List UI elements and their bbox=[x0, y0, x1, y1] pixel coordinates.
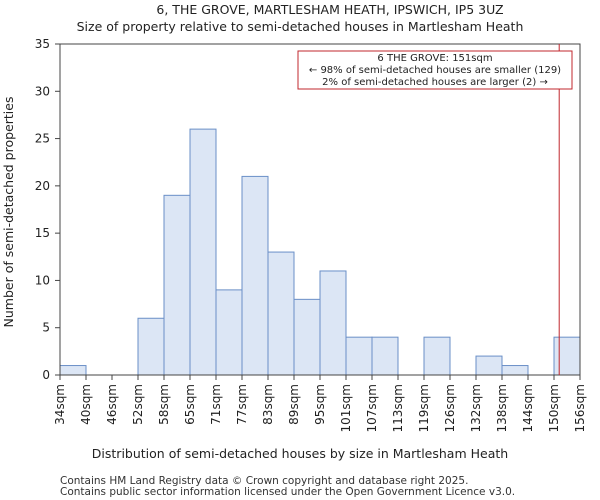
bar-83sqm bbox=[267, 251, 295, 376]
annotation-frame bbox=[297, 50, 573, 90]
x-tick-label: 138sqm bbox=[495, 384, 509, 432]
x-tick-label: 34sqm bbox=[53, 384, 67, 425]
y-tick-label: 0 bbox=[42, 368, 50, 382]
x-tick-label: 77sqm bbox=[235, 384, 249, 425]
y-tick-label: 20 bbox=[35, 179, 50, 193]
x-tick-label: 144sqm bbox=[521, 384, 535, 432]
bar-95sqm bbox=[319, 270, 347, 376]
x-tick-label: 89sqm bbox=[287, 384, 301, 425]
annotation-line-3: 2% of semi-detached houses are larger (2… bbox=[322, 77, 548, 88]
x-tick-label: 150sqm bbox=[547, 384, 561, 432]
annotation-line-1: 6 THE GROVE: 151sqm bbox=[377, 53, 492, 64]
bar-58sqm bbox=[163, 194, 191, 376]
bar-77sqm bbox=[241, 175, 269, 376]
x-tick-label: 113sqm bbox=[391, 384, 405, 432]
annotation-box: 6 THE GROVE: 151sqm ← 98% of semi-detach… bbox=[297, 50, 573, 90]
y-tick-label: 5 bbox=[42, 321, 50, 335]
y-axis-ticks: 0 5 10 15 20 25 30 35 bbox=[35, 37, 60, 382]
bar-150sqm bbox=[553, 336, 581, 376]
x-axis-label: Distribution of semi-detached houses by … bbox=[92, 446, 508, 461]
bar-71sqm bbox=[215, 289, 243, 376]
bar-107sqm bbox=[371, 336, 399, 376]
x-tick-label: 52sqm bbox=[131, 384, 145, 425]
x-tick-label: 40sqm bbox=[79, 384, 93, 425]
y-axis-label: Number of semi-detached properties bbox=[1, 97, 16, 328]
bar-34sqm bbox=[59, 365, 87, 376]
y-tick-label: 30 bbox=[35, 84, 50, 98]
x-tick-label: 83sqm bbox=[261, 384, 275, 425]
x-axis-ticks: 34sqm 40sqm 46sqm 52sqm 58sqm 65sqm 71sqm 77sqm… bbox=[53, 375, 587, 432]
bar-65sqm bbox=[189, 128, 217, 376]
chart-subtitle: Size of property relative to semi-detach… bbox=[77, 19, 524, 34]
bar-52sqm bbox=[137, 317, 165, 376]
x-tick-label: 156sqm bbox=[573, 384, 587, 432]
footer-line-1: Contains HM Land Registry data © Crown c… bbox=[60, 475, 468, 487]
footer-line-2: Contains public sector information licen… bbox=[60, 486, 515, 498]
y-tick-label: 10 bbox=[35, 273, 50, 287]
x-tick-label: 95sqm bbox=[313, 384, 327, 425]
plot-frame bbox=[59, 43, 581, 376]
y-tick-label: 25 bbox=[35, 132, 50, 146]
x-tick-label: 101sqm bbox=[339, 384, 353, 432]
x-tick-label: 126sqm bbox=[443, 384, 457, 432]
x-tick-label: 119sqm bbox=[417, 384, 431, 432]
y-tick-label: 15 bbox=[35, 226, 50, 240]
x-tick-label: 46sqm bbox=[105, 384, 119, 425]
x-tick-label: 65sqm bbox=[183, 384, 197, 425]
x-tick-label: 132sqm bbox=[469, 384, 483, 432]
bar-89sqm bbox=[293, 298, 321, 376]
bar-132sqm bbox=[475, 355, 503, 376]
bar-119sqm bbox=[423, 336, 451, 376]
bar-138sqm bbox=[501, 365, 529, 376]
x-tick-label: 71sqm bbox=[209, 384, 223, 425]
bars-group bbox=[59, 128, 581, 376]
annotation-line-2: ← 98% of semi-detached houses are smalle… bbox=[309, 65, 561, 76]
x-tick-label: 107sqm bbox=[365, 384, 379, 432]
x-tick-label: 58sqm bbox=[157, 384, 171, 425]
chart-title: 6, THE GROVE, MARTLESHAM HEATH, IPSWICH,… bbox=[156, 2, 503, 17]
y-tick-label: 35 bbox=[35, 37, 50, 51]
bar-101sqm bbox=[345, 336, 373, 376]
